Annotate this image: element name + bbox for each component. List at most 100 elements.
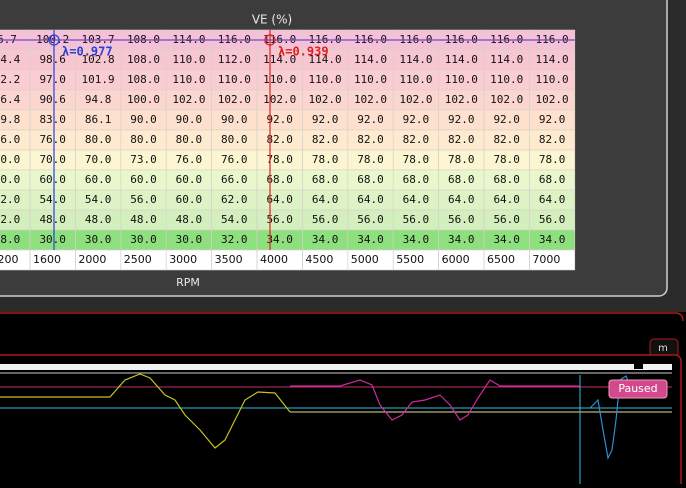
cell-value: 70.0 [0, 153, 20, 166]
cell-value: 110.0 [218, 73, 251, 86]
cell-value: 82.0 [403, 133, 430, 146]
table-row [0, 230, 575, 250]
cell-value: 54.0 [85, 193, 112, 206]
cell-value: 60.0 [130, 173, 157, 186]
cell-value: 78.0 [266, 153, 293, 166]
cursor-dot [48, 34, 60, 46]
cell-value: 30.0 [39, 233, 66, 246]
cell-value: 34.0 [403, 233, 430, 246]
cell-value: 68.0 [266, 173, 293, 186]
cell-value: 94.4 [0, 53, 21, 66]
cell-value: 110.0 [536, 73, 569, 86]
cursor-label: λ=0.977 [62, 45, 113, 59]
cell-value: 78.0 [539, 153, 566, 166]
cell-value: 82.0 [539, 133, 566, 146]
cell-value: 60.0 [176, 173, 203, 186]
cell-value: 98.6 [39, 53, 66, 66]
cell-value: 48.0 [130, 213, 157, 226]
cell-value: 92.0 [357, 113, 384, 126]
cell-value: 110.0 [490, 73, 523, 86]
axis-value: 2500 [124, 253, 152, 266]
cell-value: 64.0 [312, 193, 339, 206]
cell-value: 30.0 [130, 233, 157, 246]
cell-value: 110.0 [399, 73, 432, 86]
cell-value: 110.0 [354, 73, 387, 86]
cell-value: 68.0 [448, 173, 475, 186]
cell-value: 102.0 [172, 93, 205, 106]
scroll-strip [0, 364, 672, 370]
cell-value: 80.0 [221, 133, 248, 146]
axis-value: 5500 [396, 253, 424, 266]
cell-value: 90.0 [176, 113, 203, 126]
cell-value: 82.0 [493, 133, 520, 146]
cell-value: 80.0 [130, 133, 157, 146]
cell-value: 64.0 [357, 193, 384, 206]
cell-value: 60.0 [85, 173, 112, 186]
cell-value: 76.0 [0, 133, 20, 146]
cell-value: 108.0 [127, 53, 160, 66]
cell-value: 76.0 [176, 153, 203, 166]
axis-value: 200 [0, 253, 19, 266]
axis-value: 6500 [487, 253, 515, 266]
cell-value: 64.0 [539, 193, 566, 206]
cell-value: 102.0 [536, 93, 569, 106]
table-row [0, 50, 575, 70]
cell-value: 66.0 [221, 173, 248, 186]
cursor-label: λ=0.939 [278, 45, 329, 59]
cell-value: 114.0 [490, 53, 523, 66]
cell-value: 76.0 [221, 153, 248, 166]
cell-value: 102.0 [263, 93, 296, 106]
cell-value: 78.0 [403, 153, 430, 166]
cell-value: 68.0 [357, 173, 384, 186]
cell-value: 64.0 [403, 193, 430, 206]
cell-value: 90.6 [39, 93, 66, 106]
cell-value: 60.0 [0, 173, 20, 186]
cell-value: 34.0 [448, 233, 475, 246]
cell-value: 78.0 [357, 153, 384, 166]
cell-value: 30.0 [85, 233, 112, 246]
scroll-thumb[interactable] [634, 363, 643, 369]
cell-value: 34.0 [266, 233, 293, 246]
cell-value: 34.0 [357, 233, 384, 246]
paused-label[interactable]: Paused [618, 382, 657, 395]
axis-value: 6000 [442, 253, 470, 266]
cell-value: 90.0 [130, 113, 157, 126]
cell-value: 108.0 [127, 73, 160, 86]
trace [0, 373, 291, 449]
axis-label: RPM [176, 276, 200, 289]
cell-value: 102.0 [218, 93, 251, 106]
cell-value: 56.0 [493, 213, 520, 226]
cell-value: 68.0 [493, 173, 520, 186]
table-row [0, 210, 575, 230]
cell-value: 56.0 [130, 193, 157, 206]
table-row [0, 110, 575, 130]
panel-border [0, 312, 684, 322]
cell-value: 78.0 [448, 153, 475, 166]
axis-value: 1600 [33, 253, 61, 266]
cell-value: 42.0 [0, 213, 20, 226]
cell-value: 68.0 [312, 173, 339, 186]
cell-value: 114.0 [263, 53, 296, 66]
tab-label[interactable]: m [658, 343, 668, 354]
cell-value: 64.0 [493, 193, 520, 206]
cell-value: 112.0 [218, 53, 251, 66]
table-row [0, 150, 575, 170]
ve-table: 6.7 100.2 103.7 108.0 114.0 116.0 116.0 116.0 11… [0, 29, 576, 271]
cell-value: 90.0 [221, 113, 248, 126]
cell-value: 110.0 [172, 73, 205, 86]
cell-value: 114.0 [399, 53, 432, 66]
cell-value: 80.0 [176, 133, 203, 146]
cell-value: 56.0 [357, 213, 384, 226]
cell-value: 48.0 [85, 213, 112, 226]
cell-value: 82.0 [448, 133, 475, 146]
cell-value: 64.0 [266, 193, 293, 206]
cell-value: 102.0 [399, 93, 432, 106]
cell-value: 56.0 [448, 213, 475, 226]
cell-value: 110.0 [172, 53, 205, 66]
table-row [0, 70, 575, 90]
cell-value: 48.0 [176, 213, 203, 226]
paused-button[interactable] [608, 379, 668, 399]
cell-value: 92.0 [312, 113, 339, 126]
